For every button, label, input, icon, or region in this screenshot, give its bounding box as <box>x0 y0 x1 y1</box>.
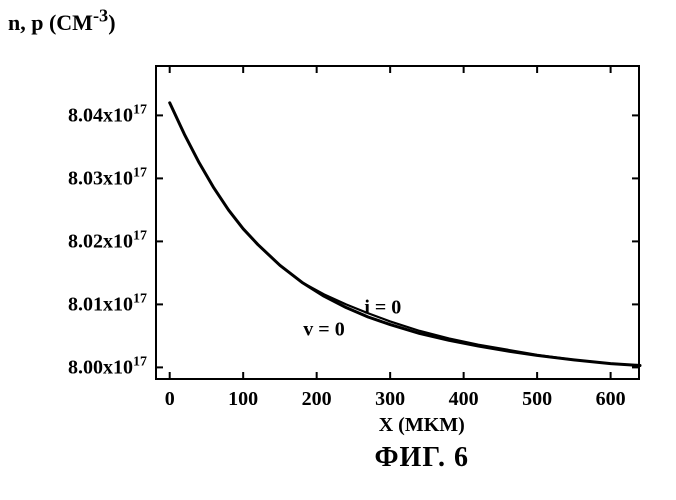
figure-container: { "chart": { "type": "line", "y_axis_lab… <box>0 0 676 500</box>
y-tick-label: 8.04x1017 <box>68 103 147 128</box>
x-tick-label: 200 <box>302 388 332 411</box>
x-tick-label: 300 <box>375 388 405 411</box>
x-tick-label: 400 <box>449 388 479 411</box>
y-tick-label: 8.00x1017 <box>68 355 147 380</box>
x-tick-label: 600 <box>596 388 626 411</box>
y-tick-label: 8.02x1017 <box>68 229 147 254</box>
y-tick-label: 8.01x1017 <box>68 292 147 317</box>
y-tick-label: 8.03x1017 <box>68 166 147 191</box>
figure-caption: ФИГ. 6 <box>375 442 469 474</box>
curve-annotation: v = 0 <box>303 318 344 341</box>
figure-caption-text: ФИГ. 6 <box>375 442 469 473</box>
x-tick-label: 0 <box>165 388 175 411</box>
curve-annotation: i = 0 <box>364 296 401 319</box>
x-tick-label: 500 <box>522 388 552 411</box>
x-axis-title-text: X (MKM) <box>379 414 465 436</box>
x-tick-label: 100 <box>228 388 258 411</box>
x-axis-title: X (MKM) <box>379 414 465 437</box>
